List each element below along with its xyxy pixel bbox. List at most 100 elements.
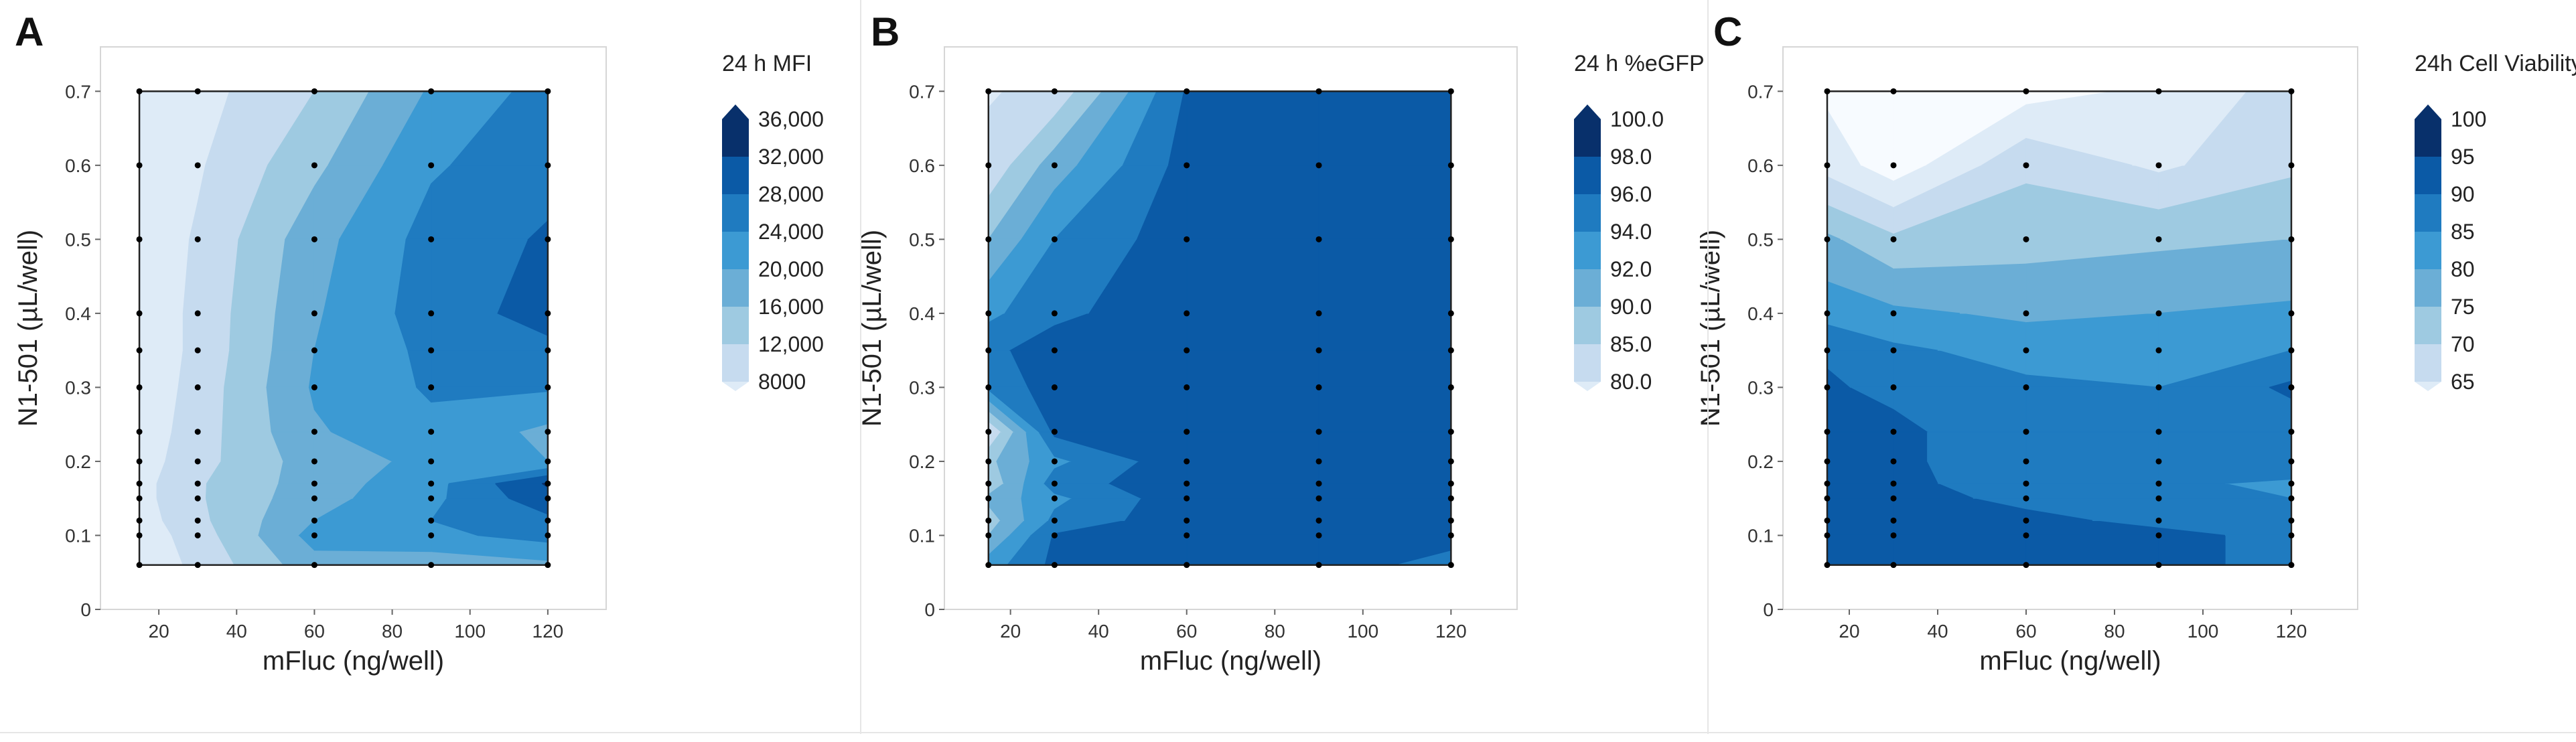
contour-band	[1186, 461, 1319, 484]
contour-band	[2158, 313, 2292, 351]
contour-band	[2025, 483, 2159, 499]
panel-b: B 20 40 60 80 100 120 0 0.1 0.2 0.3 0.4 0.5 0.6 0.7 mFl…	[857, 1, 1708, 734]
y-tick-label: 0.5	[909, 229, 935, 250]
sample-point	[1051, 236, 1058, 242]
sample-point	[136, 347, 143, 354]
sample-point	[311, 517, 317, 524]
sample-point	[2155, 347, 2162, 354]
sample-point	[985, 458, 992, 465]
sample-point	[2288, 495, 2295, 502]
sample-point	[1051, 532, 1058, 538]
x-axis-label: mFluc (ng/well)	[263, 646, 444, 676]
sample-point	[2155, 480, 2162, 487]
sample-point	[545, 480, 551, 487]
contour-band	[1186, 313, 1319, 351]
y-tick-label: 0	[1763, 599, 1774, 620]
legend-label: 100.0	[1610, 107, 1664, 131]
contour-band	[2158, 527, 2226, 536]
legend-swatch	[2415, 269, 2441, 307]
sample-point	[1890, 162, 1897, 169]
contour-band	[2158, 238, 2292, 314]
contour-band	[1186, 498, 1319, 522]
sample-point	[311, 162, 317, 169]
contour-band	[229, 313, 276, 351]
sample-point	[428, 429, 435, 435]
sample-point	[428, 562, 435, 569]
sample-point	[1184, 517, 1190, 524]
sample-point	[545, 310, 551, 317]
legend-label: 24,000	[758, 220, 824, 244]
sample-point	[136, 517, 143, 524]
contour-band	[1893, 534, 2027, 566]
contour-band	[431, 165, 549, 240]
sample-point	[1890, 495, 1897, 502]
sample-point	[2155, 162, 2162, 169]
legend-arrow-bottom	[1574, 382, 1601, 391]
sample-point	[545, 162, 551, 169]
y-tick-label: 0.4	[65, 303, 91, 324]
sample-point	[545, 236, 551, 242]
sample-point	[985, 384, 992, 390]
sample-point	[136, 88, 143, 94]
sample-point	[136, 480, 143, 487]
sample-point	[1890, 517, 1897, 524]
sample-point	[1315, 236, 1322, 242]
x-tick-label: 40	[1927, 621, 1948, 642]
data-region-border	[1826, 90, 2293, 566]
y-tick-label: 0.4	[909, 303, 935, 324]
legend-swatch	[1574, 307, 1601, 344]
sample-point	[1051, 347, 1058, 354]
y-tick-label: 0.5	[65, 229, 91, 250]
legend-title: 24 h %eGFP	[1574, 51, 1705, 76]
x-tick-label: 120	[532, 621, 564, 642]
legend-label: 100	[2451, 107, 2486, 131]
sample-point	[1184, 347, 1190, 354]
sample-point	[1447, 310, 1454, 317]
sample-point	[1447, 88, 1454, 94]
sample-point	[1824, 495, 1831, 502]
sample-point	[2023, 480, 2029, 487]
x-axis: 20 40 60 80 100 120	[149, 609, 564, 642]
x-tick-label: 80	[382, 621, 403, 642]
sample-point	[1184, 562, 1190, 569]
sample-point	[1824, 88, 1831, 94]
contour-band	[1186, 90, 1319, 166]
x-tick-label: 60	[1176, 621, 1197, 642]
sample-point	[2023, 310, 2029, 317]
sample-point	[1184, 384, 1190, 390]
sample-point	[545, 429, 551, 435]
sample-point	[985, 480, 992, 487]
sample-point	[2155, 236, 2162, 242]
contour-band	[313, 350, 417, 388]
sample-point	[1315, 384, 1322, 390]
legend-swatch	[722, 232, 749, 269]
contour-band	[1318, 165, 1451, 240]
legend: 24 h MFI 36,000 32,000 28,000 24,000 20,000 16…	[722, 51, 824, 394]
legend-swatch	[722, 269, 749, 307]
sample-point	[2155, 384, 2162, 390]
contour-band	[182, 313, 198, 351]
legend-swatch	[1574, 194, 1601, 232]
sample-point	[2155, 517, 2162, 524]
sample-point	[985, 532, 992, 538]
sample-point	[1315, 162, 1322, 169]
contour-band	[1827, 520, 1894, 536]
legend-swatch	[2415, 194, 2441, 232]
sample-point	[136, 532, 143, 538]
sample-point	[1890, 480, 1897, 487]
sample-point	[1315, 310, 1322, 317]
legend-arrow	[2415, 104, 2441, 119]
sample-point	[428, 495, 435, 502]
sample-point	[428, 480, 435, 487]
contour-band	[197, 313, 232, 351]
x-axis: 20 40 60 80 100 120	[1839, 609, 2307, 642]
contour-band	[352, 483, 432, 499]
contour-band	[313, 534, 432, 552]
sample-point	[2288, 162, 2295, 169]
sample-point	[194, 88, 201, 94]
sample-point	[1051, 88, 1058, 94]
sample-point	[311, 88, 317, 94]
x-tick-label: 60	[304, 621, 325, 642]
contour-band	[1186, 520, 1319, 536]
y-axis: 0 0.1 0.2 0.3 0.4 0.5 0.6 0.7	[65, 81, 100, 620]
